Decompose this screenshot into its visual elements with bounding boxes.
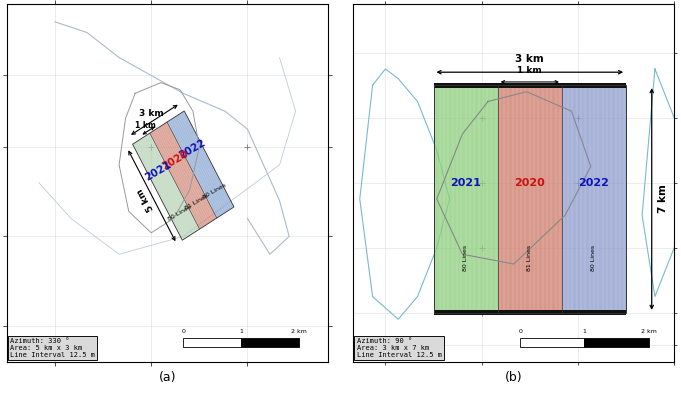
Polygon shape <box>167 111 234 218</box>
Text: 2022: 2022 <box>579 178 609 188</box>
Text: 80 Lines: 80 Lines <box>592 244 597 270</box>
Bar <box>520 338 584 347</box>
Text: 80 Lines: 80 Lines <box>202 182 227 200</box>
Text: 1 km: 1 km <box>518 66 542 75</box>
Text: 0: 0 <box>181 329 185 334</box>
Text: 2022: 2022 <box>178 138 208 161</box>
Text: 80 Lines: 80 Lines <box>167 204 192 222</box>
Bar <box>562 85 626 313</box>
Text: 0: 0 <box>518 329 522 334</box>
Text: 5 km: 5 km <box>136 187 156 213</box>
Text: 3 km: 3 km <box>516 54 544 64</box>
Text: 1: 1 <box>239 329 243 334</box>
Polygon shape <box>133 133 200 240</box>
Text: Azimuth: 330 °
Area: 5 km x 3 km
Line Interval 12.5 m: Azimuth: 330 ° Area: 5 km x 3 km Line In… <box>10 338 95 358</box>
Text: 2020: 2020 <box>514 178 545 188</box>
Text: 80 Lines: 80 Lines <box>463 244 468 270</box>
Bar <box>434 85 498 313</box>
Text: 1 km: 1 km <box>136 121 156 130</box>
Text: 2 km: 2 km <box>291 329 306 334</box>
Polygon shape <box>150 122 217 229</box>
Text: 2 km: 2 km <box>641 329 656 334</box>
Bar <box>183 338 241 347</box>
Text: (a): (a) <box>159 371 176 384</box>
Text: Azimuth: 90 °
Area: 3 km x 7 km
Line Interval 12.5 m: Azimuth: 90 ° Area: 3 km x 7 km Line Int… <box>357 338 441 358</box>
Text: 2021: 2021 <box>450 178 481 188</box>
Bar <box>498 85 562 313</box>
Bar <box>241 338 299 347</box>
Text: 7 km: 7 km <box>658 185 668 213</box>
Bar <box>434 310 626 315</box>
Bar <box>434 83 626 88</box>
Bar <box>584 338 648 347</box>
Text: (b): (b) <box>505 371 522 384</box>
Text: 2021: 2021 <box>143 160 173 183</box>
Bar <box>434 85 626 313</box>
Text: 1: 1 <box>582 329 586 334</box>
Text: 3 km: 3 km <box>139 109 163 118</box>
Text: 2020: 2020 <box>160 149 190 172</box>
Text: 81 Lines: 81 Lines <box>185 193 210 211</box>
Text: 81 Lines: 81 Lines <box>527 244 533 270</box>
